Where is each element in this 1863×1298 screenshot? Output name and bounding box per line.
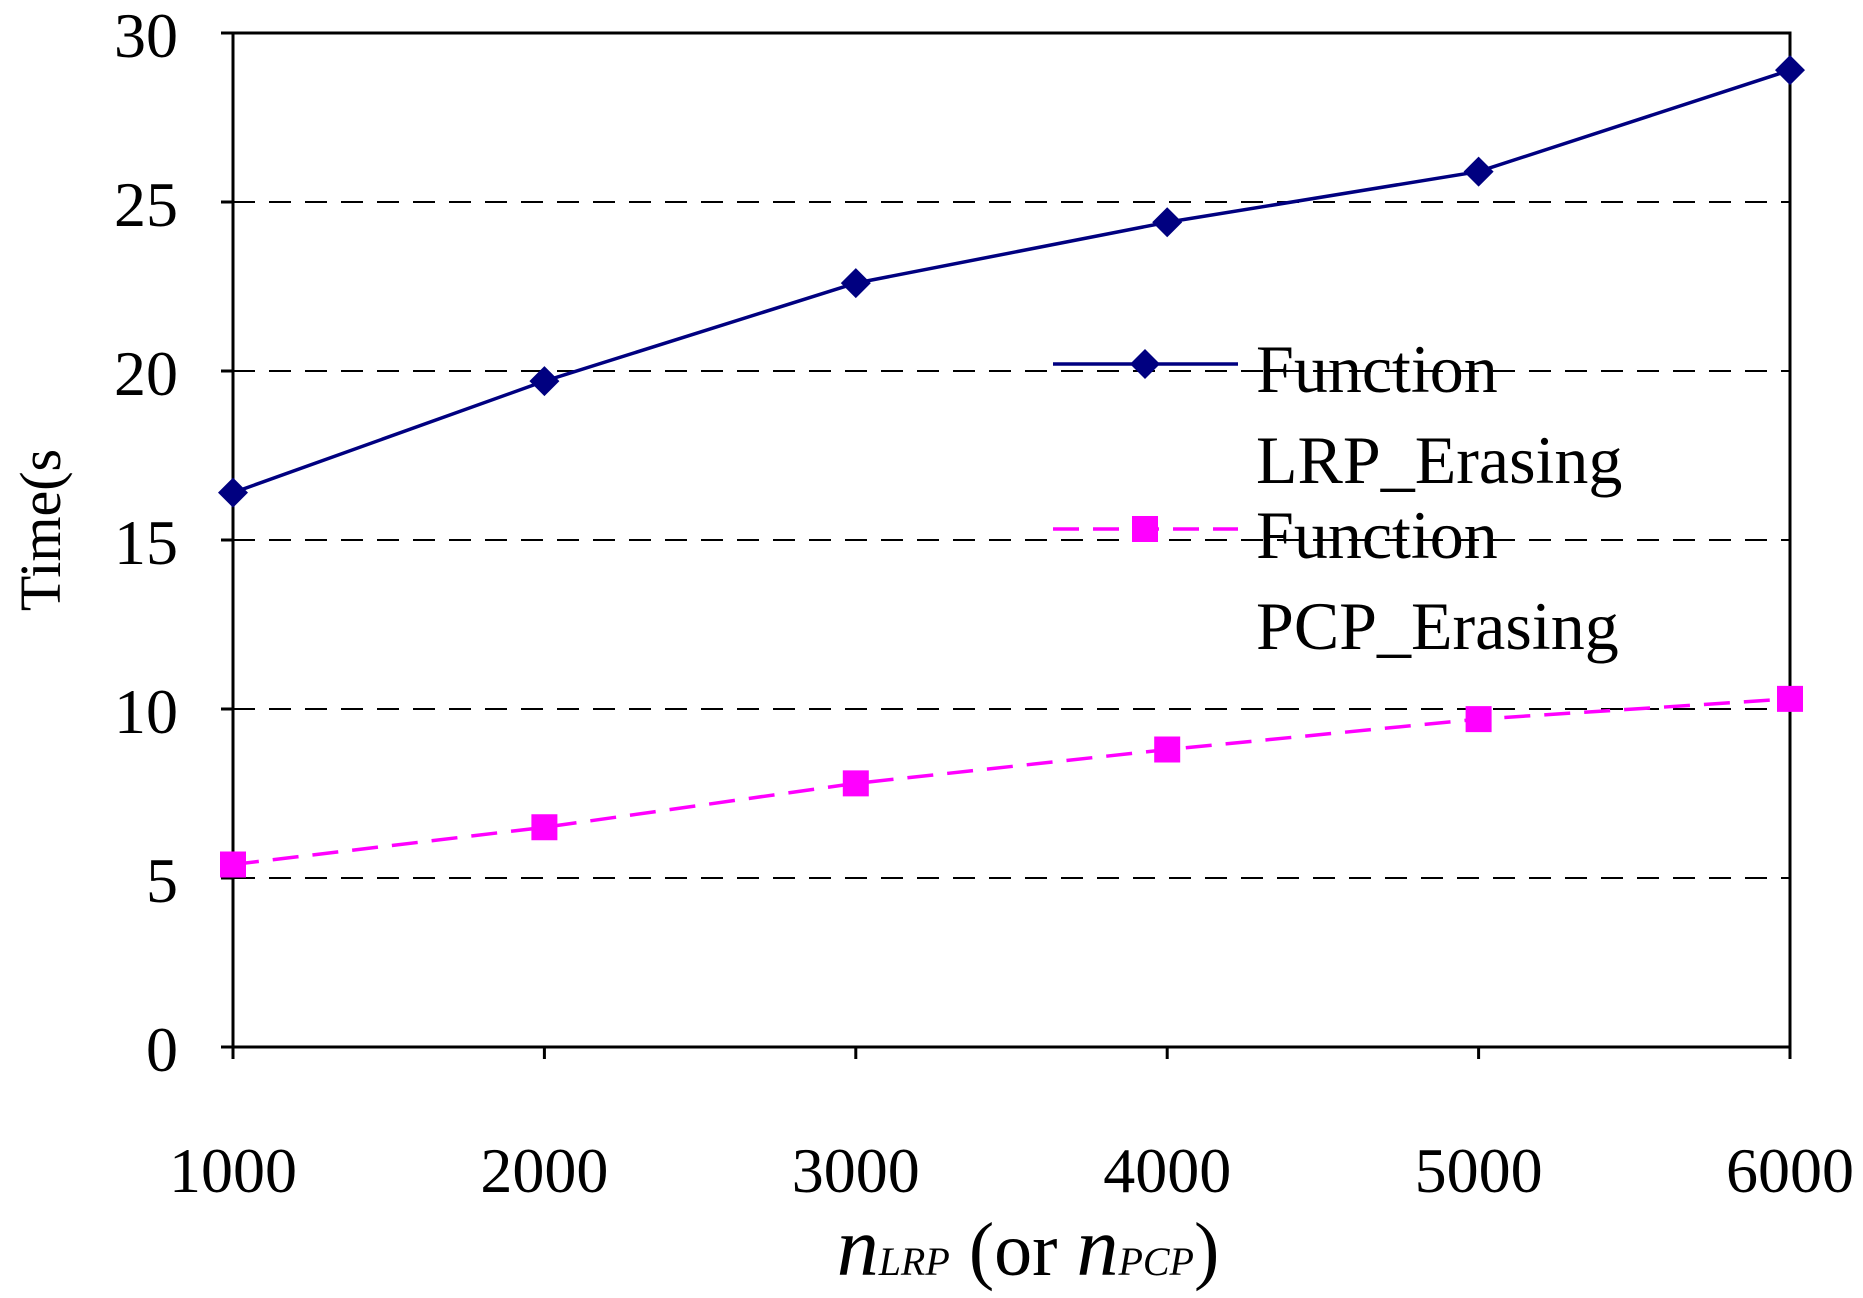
series-0-point-1000 xyxy=(218,477,248,508)
series-0-point-4000 xyxy=(1152,207,1183,238)
x-axis-n-symbol-2: n xyxy=(1076,1201,1118,1294)
x-axis-label: nLRP (or nPCP) xyxy=(837,1201,1220,1294)
series-0-point-2000 xyxy=(529,366,560,397)
legend-label-pcp-line1: Function xyxy=(1256,497,1498,573)
series-0-point-6000 xyxy=(1775,55,1805,86)
x-tick-label-1000: 1000 xyxy=(169,1135,297,1206)
series-1-point-3000 xyxy=(842,770,869,797)
y-tick-label-5: 5 xyxy=(146,845,178,916)
x-tick-labels: 1000 2000 3000 4000 5000 6000 xyxy=(169,1135,1854,1206)
series-1-point-1000 xyxy=(220,851,246,878)
series-1 xyxy=(220,685,1803,878)
x-axis-lrp-subscript: LRP xyxy=(878,1239,950,1284)
series-1-point-5000 xyxy=(1465,706,1492,733)
series-1-point-6000 xyxy=(1777,685,1803,712)
axis-ticks xyxy=(221,31,1792,1059)
x-axis-pcp-subscript: PCP xyxy=(1117,1239,1194,1284)
x-tick-label-3000: 3000 xyxy=(792,1135,920,1206)
x-axis-n-symbol: n xyxy=(837,1201,879,1294)
legend-label-lrp-line1: Function xyxy=(1256,331,1498,407)
y-tick-label-30: 30 xyxy=(114,0,178,71)
legend-item-lrp: Function LRP_Erasing xyxy=(1053,331,1622,498)
series-0-point-3000 xyxy=(840,268,871,299)
grid-lines xyxy=(233,201,1790,879)
y-tick-label-20: 20 xyxy=(114,338,178,409)
y-tick-labels: 0 5 10 15 20 25 30 xyxy=(114,0,178,1085)
x-tick-label-5000: 5000 xyxy=(1415,1135,1543,1206)
x-tick-label-6000: 6000 xyxy=(1726,1135,1854,1206)
x-tick-label-2000: 2000 xyxy=(480,1135,608,1206)
y-axis-label: Time(s xyxy=(8,449,73,611)
y-tick-label-10: 10 xyxy=(114,676,178,747)
y-tick-label-0: 0 xyxy=(146,1014,178,1085)
series-line-0 xyxy=(232,68,1791,495)
legend-label-lrp-line2: LRP_Erasing xyxy=(1256,422,1622,498)
x-axis-close-paren: ) xyxy=(1194,1208,1219,1292)
y-tick-label-15: 15 xyxy=(114,507,178,578)
series-1-point-2000 xyxy=(531,814,558,841)
legend-label-pcp-line2: PCP_Erasing xyxy=(1256,588,1619,664)
x-tick-label-4000: 4000 xyxy=(1103,1135,1231,1206)
series-1-point-4000 xyxy=(1154,736,1181,763)
y-tick-label-25: 25 xyxy=(114,169,178,240)
legend-item-pcp: Function PCP_Erasing xyxy=(1053,497,1619,664)
series-0-point-5000 xyxy=(1463,156,1494,187)
series-0 xyxy=(218,55,1805,508)
legend-marker-pcp xyxy=(1132,516,1158,542)
x-axis-or-text: (or xyxy=(950,1208,1077,1292)
series-line-1 xyxy=(232,697,1791,867)
legend: Function LRP_Erasing Function PCP_Erasin… xyxy=(1053,331,1622,664)
series-layer xyxy=(218,55,1805,878)
legend-marker-lrp xyxy=(1130,349,1160,379)
